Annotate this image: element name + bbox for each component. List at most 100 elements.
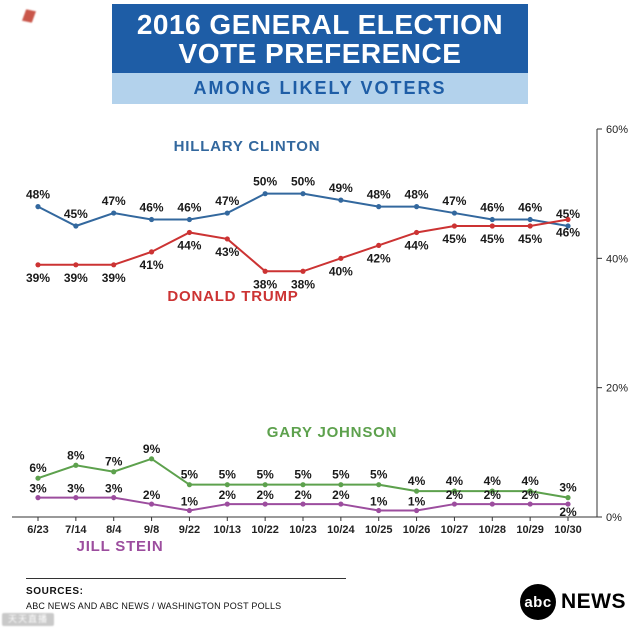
data-point-jill-stein xyxy=(35,495,41,501)
data-label-hillary-clinton: 46% xyxy=(518,201,542,215)
x-axis-tick-label: 10/26 xyxy=(403,524,431,536)
data-label-jill-stein: 3% xyxy=(67,482,85,496)
data-label-gary-johnson: 4% xyxy=(446,474,464,488)
data-label-hillary-clinton: 46% xyxy=(177,201,201,215)
data-label-jill-stein: 3% xyxy=(105,482,123,496)
header: 2016 GENERAL ELECTION VOTE PREFERENCE AM… xyxy=(112,4,528,104)
data-label-hillary-clinton: 47% xyxy=(102,194,126,208)
data-point-jill-stein xyxy=(186,507,193,514)
data-label-donald-trump: 42% xyxy=(367,251,391,265)
abc-logo-icon: abc xyxy=(520,584,556,620)
data-label-donald-trump: 45% xyxy=(442,232,466,246)
header-subtitle-band: AMONG LIKELY VOTERS xyxy=(112,73,528,104)
data-point-donald-trump xyxy=(413,229,420,236)
data-label-donald-trump: 46% xyxy=(556,226,580,240)
header-title-band: 2016 GENERAL ELECTION VOTE PREFERENCE xyxy=(112,4,528,73)
data-label-hillary-clinton: 48% xyxy=(26,188,50,202)
data-point-hillary-clinton xyxy=(376,204,382,210)
data-point-hillary-clinton xyxy=(489,216,495,223)
sources-label: SOURCES: xyxy=(26,586,84,597)
data-point-hillary-clinton xyxy=(527,216,533,223)
data-point-hillary-clinton xyxy=(565,223,571,229)
data-label-donald-trump: 39% xyxy=(26,271,50,285)
data-label-gary-johnson: 5% xyxy=(256,468,274,482)
data-point-gary-johnson xyxy=(148,456,155,462)
data-point-jill-stein xyxy=(565,501,571,507)
data-point-hillary-clinton xyxy=(262,191,268,197)
x-axis-tick-label: 10/28 xyxy=(479,524,507,536)
data-point-gary-johnson xyxy=(451,488,458,494)
data-point-donald-trump xyxy=(148,249,155,255)
data-label-donald-trump: 44% xyxy=(405,238,429,252)
data-point-hillary-clinton xyxy=(148,216,155,223)
series-label-donald-trump: DONALD TRUMP xyxy=(167,288,298,305)
data-point-hillary-clinton xyxy=(300,191,306,197)
data-label-gary-johnson: 4% xyxy=(408,474,426,488)
x-axis-tick-label: 10/30 xyxy=(554,524,582,536)
data-point-jill-stein xyxy=(148,501,155,507)
series-label-hillary-clinton: HILLARY CLINTON xyxy=(174,138,321,155)
sources-block: SOURCES: ABC NEWS AND ABC NEWS / WASHING… xyxy=(26,578,346,611)
data-point-jill-stein xyxy=(111,495,117,501)
series-label-gary-johnson: GARY JOHNSON xyxy=(267,424,397,441)
data-label-jill-stein: 2% xyxy=(256,488,274,502)
data-label-donald-trump: 45% xyxy=(480,232,504,246)
x-axis-tick-label: 10/25 xyxy=(365,524,393,536)
data-point-donald-trump xyxy=(35,262,41,268)
data-point-donald-trump xyxy=(111,262,117,268)
data-label-jill-stein: 2% xyxy=(484,488,502,502)
data-label-hillary-clinton: 45% xyxy=(556,207,580,221)
vote-preference-line-chart: 0% 20% 40% 60% 6/23 7/14 8/4 9/8 9/22 10/13 10/22 1… xyxy=(12,124,628,555)
abc-news-wordmark: NEWS xyxy=(561,590,626,613)
data-label-jill-stein: 3% xyxy=(29,482,47,496)
x-axis-tick-label: 7/14 xyxy=(65,524,87,536)
data-point-gary-johnson xyxy=(338,482,344,488)
data-point-gary-johnson xyxy=(300,482,306,488)
data-label-donald-trump: 40% xyxy=(329,264,353,278)
data-point-gary-johnson xyxy=(73,462,79,468)
sources-divider xyxy=(26,578,346,579)
data-label-jill-stein: 2% xyxy=(294,488,312,502)
data-point-gary-johnson xyxy=(565,495,571,501)
data-point-jill-stein xyxy=(489,501,495,507)
data-point-hillary-clinton xyxy=(73,223,79,229)
data-label-donald-trump: 44% xyxy=(177,238,201,252)
y-axis-tick-label: 60% xyxy=(606,124,628,136)
x-axis-tick-label: 10/22 xyxy=(251,524,279,536)
data-point-gary-johnson xyxy=(413,488,420,494)
x-axis-tick-label: 8/4 xyxy=(106,524,122,536)
data-label-gary-johnson: 5% xyxy=(370,468,388,482)
x-axis-tick-label: 10/29 xyxy=(516,524,544,536)
data-point-donald-trump xyxy=(376,242,382,248)
x-axis-tick-label: 10/13 xyxy=(214,524,242,536)
data-label-donald-trump: 43% xyxy=(215,245,239,259)
data-label-jill-stein: 1% xyxy=(181,495,199,509)
data-point-hillary-clinton xyxy=(111,210,117,216)
data-point-gary-johnson xyxy=(527,488,533,494)
data-label-gary-johnson: 5% xyxy=(219,468,237,482)
abc-news-logo: abc NEWS xyxy=(520,584,626,620)
data-label-jill-stein: 2% xyxy=(332,488,350,502)
election-infographic: 2016 GENERAL ELECTION VOTE PREFERENCE AM… xyxy=(0,4,640,626)
data-point-gary-johnson xyxy=(262,482,268,488)
data-point-jill-stein xyxy=(376,507,382,514)
data-label-hillary-clinton: 47% xyxy=(215,194,239,208)
data-point-donald-trump xyxy=(451,223,458,229)
data-point-jill-stein xyxy=(262,501,268,507)
data-label-jill-stein: 2% xyxy=(521,488,539,502)
data-point-hillary-clinton xyxy=(186,216,193,223)
data-label-donald-trump: 39% xyxy=(64,271,88,285)
data-point-jill-stein xyxy=(224,501,230,507)
data-label-hillary-clinton: 49% xyxy=(329,181,353,195)
y-axis-tick-label: 0% xyxy=(606,512,622,524)
y-axis-tick-label: 20% xyxy=(606,383,628,395)
data-label-donald-trump: 38% xyxy=(291,277,315,291)
title-line1: 2016 GENERAL ELECTION xyxy=(136,9,504,40)
data-label-hillary-clinton: 48% xyxy=(367,188,391,202)
title-line2: VOTE PREFERENCE xyxy=(178,38,462,69)
data-point-jill-stein xyxy=(527,501,533,507)
data-label-hillary-clinton: 50% xyxy=(253,175,277,189)
data-point-jill-stein xyxy=(73,495,79,501)
data-label-hillary-clinton: 46% xyxy=(480,201,504,215)
data-point-gary-johnson xyxy=(376,482,382,488)
